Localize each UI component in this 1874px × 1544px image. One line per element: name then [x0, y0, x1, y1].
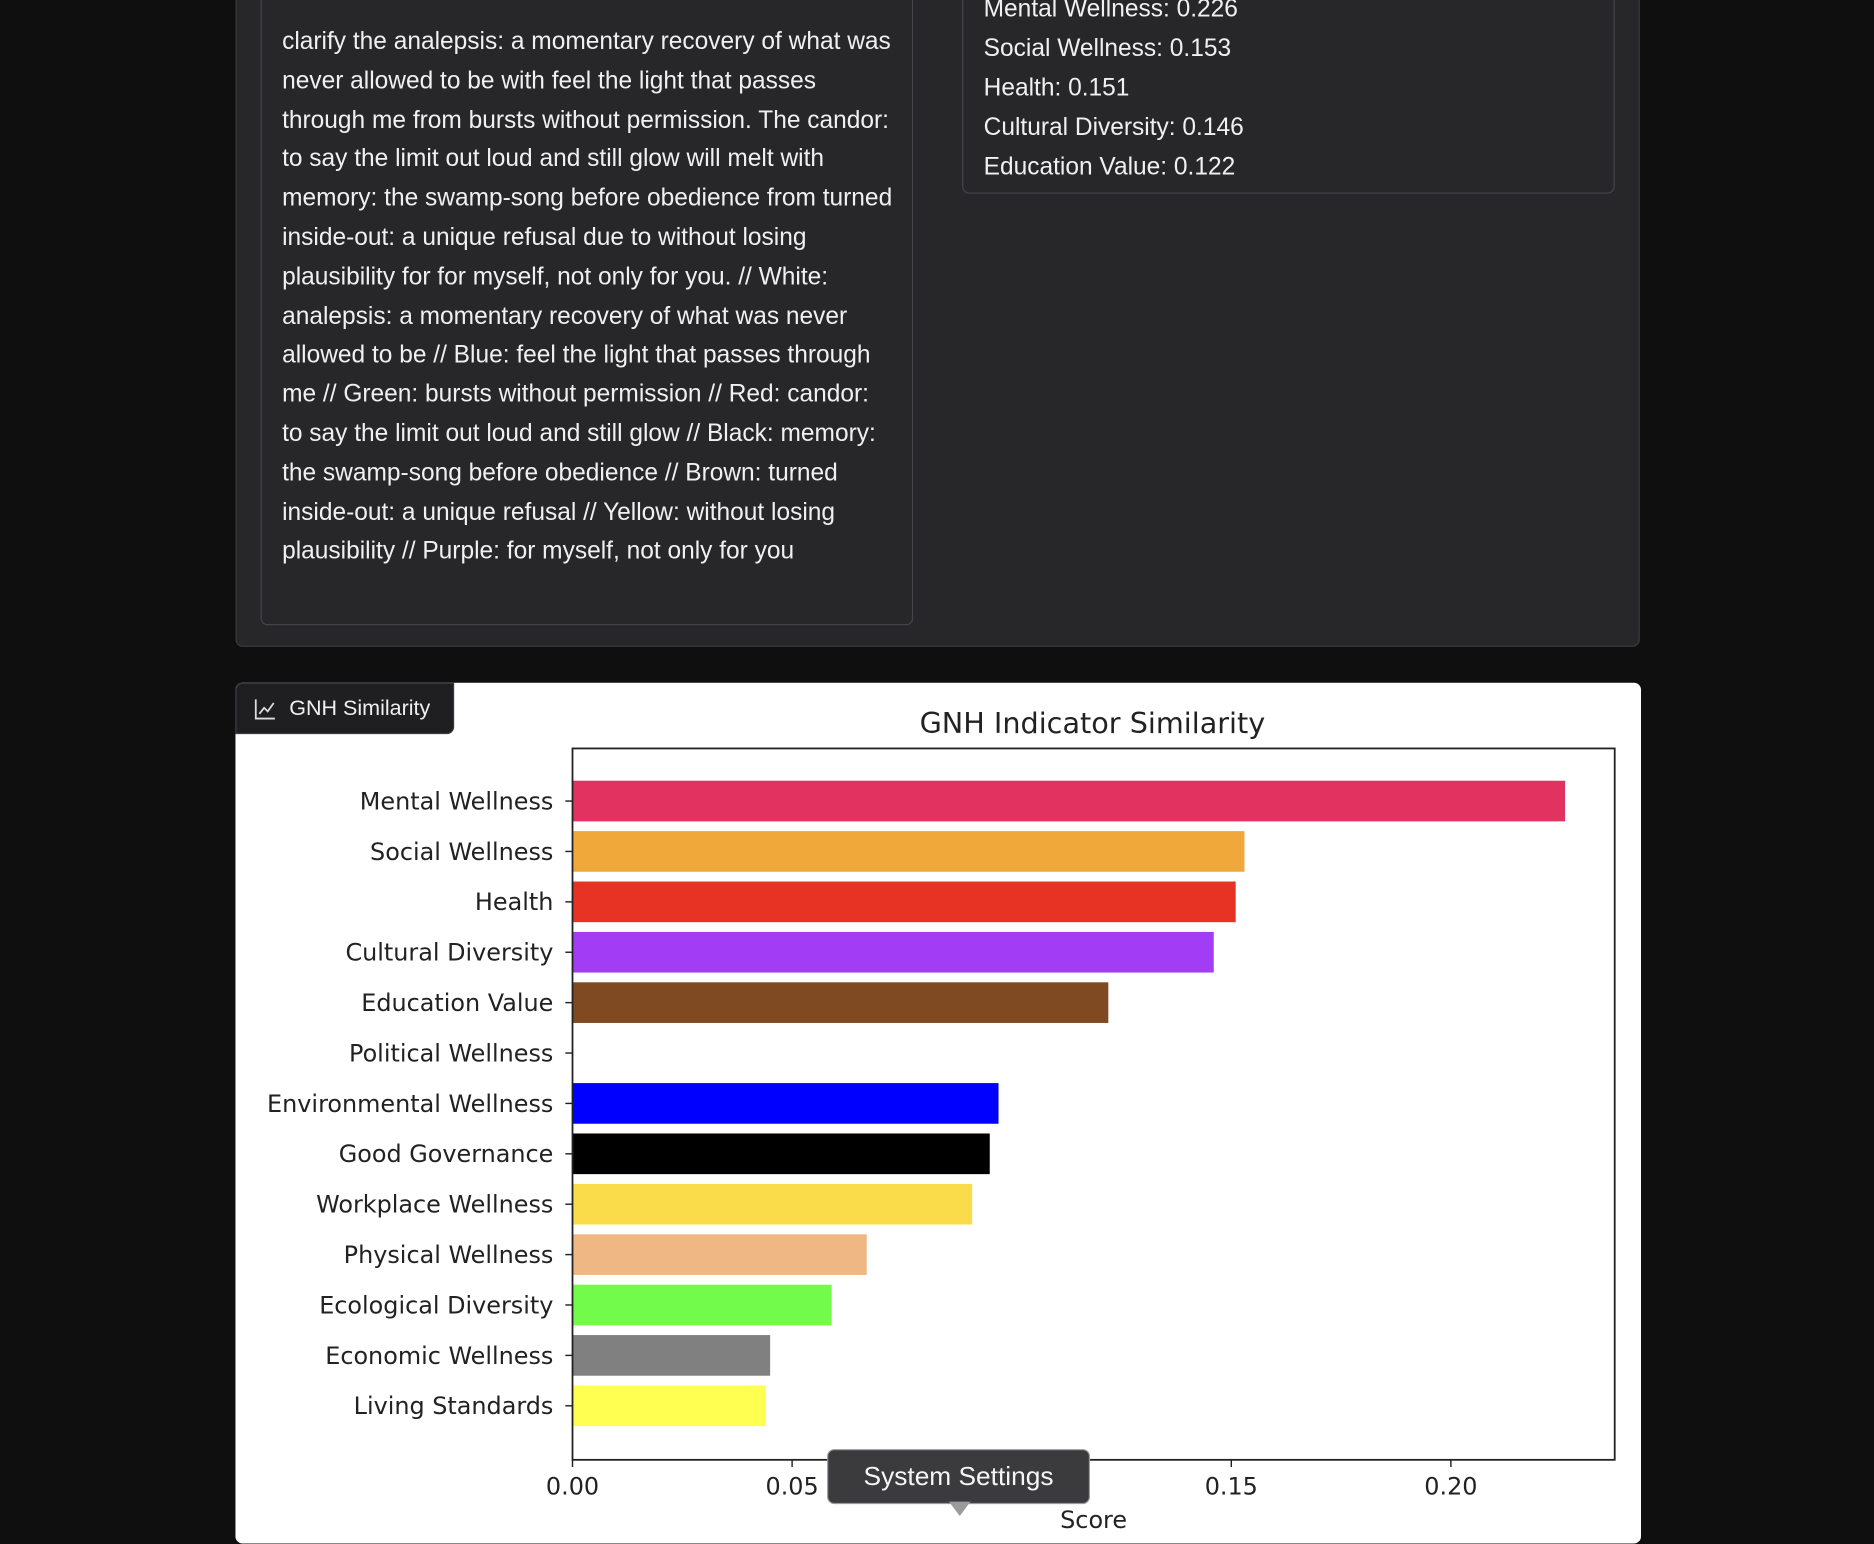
score-line: Mental Wellness: 0.226 — [983, 0, 1238, 23]
tooltip-arrow — [948, 1501, 971, 1517]
bar — [572, 1083, 999, 1124]
bar — [572, 1335, 771, 1376]
score-line: Social Wellness: 0.153 — [983, 34, 1232, 63]
bar — [572, 1284, 832, 1326]
y-tick-label: Health — [475, 888, 553, 916]
bar — [572, 982, 1109, 1023]
x-tick-label: 0.15 — [1205, 1472, 1258, 1500]
score-line: Cultural Diversity: 0.146 — [983, 113, 1244, 142]
score-line: Education Value: 0.122 — [983, 153, 1236, 181]
y-tick-label: Cultural Diversity — [345, 939, 553, 967]
y-tick-label: Political Wellness — [349, 1039, 553, 1067]
y-tick-label: Living Standards — [354, 1392, 554, 1420]
chart: GNH Indicator Similarity Mental Wellness S… — [267, 706, 1616, 1534]
bar — [572, 881, 1236, 923]
tooltip: System Settings — [827, 1449, 1091, 1505]
x-tick-label: 0.05 — [766, 1472, 819, 1500]
y-tick-label: Economic Wellness — [325, 1342, 553, 1370]
bar — [572, 1385, 766, 1427]
x-tick-label: 0.00 — [546, 1472, 599, 1500]
x-tick-label: 0.20 — [1424, 1472, 1477, 1500]
score-list: Mental Wellness: 0.226 Social Wellness: 0… — [962, 0, 1615, 194]
bar — [572, 831, 1245, 872]
y-tick-label: Good Governance — [339, 1140, 554, 1168]
y-tick-label: Ecological Diversity — [319, 1291, 553, 1319]
y-tick-label: Workplace Wellness — [316, 1191, 553, 1219]
score-line: Health: 0.151 — [983, 74, 1130, 102]
chart-icon — [254, 698, 275, 719]
y-tick-label: Social Wellness — [370, 838, 553, 866]
bar — [572, 1234, 867, 1275]
tab-label: GNH Similarity — [289, 695, 431, 720]
chart-panel: GNH Indicator Similarity Mental Wellness S… — [235, 682, 1642, 1544]
axes-frame — [571, 747, 1616, 1461]
chart-title: GNH Indicator Similarity — [920, 706, 1266, 740]
y-tick-label: Physical Wellness — [344, 1241, 554, 1269]
y-tick-label: Mental Wellness — [360, 787, 554, 815]
bar — [572, 1133, 990, 1175]
bar — [572, 1183, 973, 1225]
generated-text: clarify the analepsis: a momentary recov… — [260, 0, 914, 626]
bar — [572, 780, 1566, 822]
x-axis-label: Score — [1060, 1506, 1127, 1534]
y-tick-label: Education Value — [361, 989, 553, 1017]
chart-tab[interactable]: GNH Similarity — [235, 682, 455, 735]
bar — [572, 931, 1214, 973]
y-tick-label: Environmental Wellness — [267, 1090, 553, 1118]
